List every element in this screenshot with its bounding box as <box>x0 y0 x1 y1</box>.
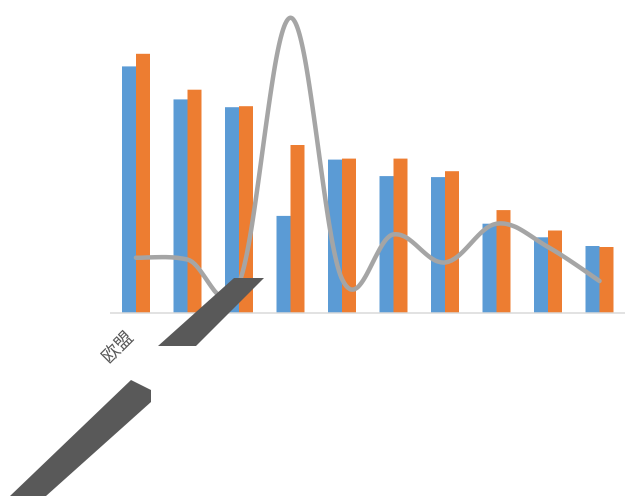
bar-series1-cat1 <box>122 66 136 314</box>
bar-series1-cat8 <box>482 223 497 313</box>
bar-series2-cat1 <box>136 53 150 314</box>
bar-series2-cat7 <box>445 171 459 313</box>
diagonal-band-upper <box>158 278 264 346</box>
bar-series1-cat7 <box>431 177 445 313</box>
bar-series2-cat3 <box>239 106 253 313</box>
bar-series2-cat5 <box>342 158 356 313</box>
bar-series1-cat2 <box>173 99 188 314</box>
diagonal-band-lower <box>10 380 151 496</box>
line-series-1 <box>133 15 602 301</box>
line-layer <box>133 15 602 301</box>
bar-series1-cat9 <box>534 237 548 313</box>
bar-series1-cat4 <box>276 215 291 313</box>
bar-series1-cat6 <box>379 176 394 313</box>
bar-series1-cat10 <box>585 246 600 313</box>
bar-series2-cat2 <box>187 89 202 313</box>
bars-layer <box>122 53 614 314</box>
category-label-box <box>85 326 151 378</box>
bar-series1-cat3 <box>225 107 239 313</box>
bar-series2-cat4 <box>290 145 305 313</box>
bar-series2-cat10 <box>599 247 614 313</box>
bar-series2-cat9 <box>548 230 562 313</box>
bar-series2-cat8 <box>496 210 511 313</box>
